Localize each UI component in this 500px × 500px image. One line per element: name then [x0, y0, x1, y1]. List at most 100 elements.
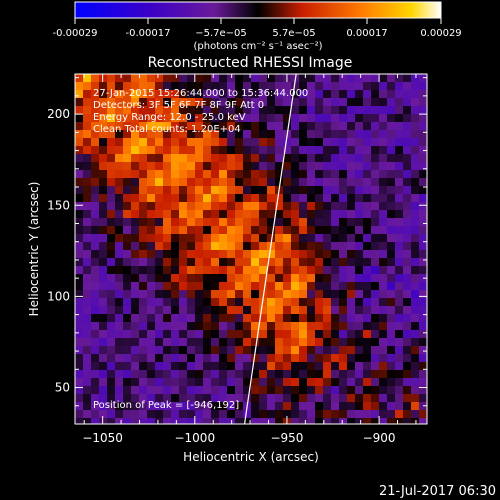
heatmap-cell	[387, 234, 396, 243]
heatmap-cell	[331, 122, 340, 131]
heatmap-cell	[139, 226, 148, 235]
heatmap-cell	[403, 370, 412, 379]
heatmap-cell	[403, 114, 412, 123]
heatmap-cell	[299, 122, 308, 131]
heatmap-cell	[387, 170, 396, 179]
heatmap-cell	[91, 290, 100, 299]
heatmap-cell	[131, 346, 140, 355]
heatmap-cell	[387, 250, 396, 259]
heatmap-cell	[251, 170, 260, 179]
heatmap-cell	[387, 290, 396, 299]
heatmap-cell	[267, 378, 276, 387]
heatmap-cell	[395, 338, 404, 347]
heatmap-cell	[379, 130, 388, 139]
heatmap-cell	[307, 298, 316, 307]
heatmap-cell	[395, 370, 404, 379]
heatmap-cell	[171, 258, 180, 267]
heatmap-cell	[363, 242, 372, 251]
heatmap-cell	[219, 210, 228, 219]
heatmap-cell	[339, 154, 348, 163]
heatmap-cell	[283, 106, 292, 115]
heatmap-cell	[251, 202, 260, 211]
heatmap-cell	[291, 106, 300, 115]
heatmap-cell	[283, 346, 292, 355]
heatmap-cell	[91, 138, 100, 147]
heatmap-cell	[363, 194, 372, 203]
heatmap-cell	[211, 394, 220, 403]
heatmap-cell	[147, 402, 156, 411]
heatmap-cell	[355, 394, 364, 403]
heatmap-cell	[83, 410, 92, 419]
heatmap-cell	[347, 90, 356, 99]
heatmap-cell	[195, 178, 204, 187]
heatmap-cell	[363, 210, 372, 219]
heatmap-cell	[115, 90, 124, 99]
heatmap-cell	[259, 82, 268, 91]
heatmap-cell	[315, 386, 324, 395]
heatmap-cell	[267, 418, 276, 424]
heatmap-cell	[195, 290, 204, 299]
heatmap-cell	[139, 258, 148, 267]
heatmap-cell	[155, 378, 164, 387]
heatmap-cell	[219, 282, 228, 291]
heatmap-cell	[403, 138, 412, 147]
annotation-energy: Energy Range: 12.0 - 25.0 keV	[93, 112, 246, 123]
heatmap-cell	[179, 210, 188, 219]
heatmap-cell	[219, 82, 228, 91]
heatmap-cell	[235, 322, 244, 331]
heatmap-cell	[171, 130, 180, 139]
heatmap-cell	[355, 106, 364, 115]
heatmap-cell	[339, 394, 348, 403]
heatmap-cell	[371, 346, 380, 355]
heatmap-cell	[347, 250, 356, 259]
heatmap-cell	[387, 122, 396, 131]
heatmap-cell	[251, 154, 260, 163]
heatmap-cell	[323, 322, 332, 331]
heatmap-cell	[91, 298, 100, 307]
heatmap-cell	[331, 306, 340, 315]
heatmap-cell	[403, 266, 412, 275]
heatmap-cell	[275, 98, 284, 107]
heatmap-cell	[419, 386, 427, 395]
heatmap-cell	[75, 258, 84, 267]
heatmap-cell	[419, 178, 427, 187]
heatmap-cell	[179, 354, 188, 363]
heatmap-cell	[83, 122, 92, 131]
heatmap-cell	[259, 106, 268, 115]
heatmap-cell	[235, 314, 244, 323]
heatmap-cell	[355, 354, 364, 363]
heatmap-cell	[243, 218, 252, 227]
heatmap-cell	[211, 266, 220, 275]
heatmap-cell	[387, 98, 396, 107]
heatmap-cell	[219, 274, 228, 283]
heatmap-cell	[251, 410, 260, 419]
heatmap-cell	[363, 306, 372, 315]
heatmap-cell	[139, 242, 148, 251]
heatmap-cell	[139, 218, 148, 227]
heatmap-cell	[123, 402, 132, 411]
heatmap-cell	[315, 418, 324, 424]
heatmap-cell	[283, 330, 292, 339]
heatmap-cell	[235, 234, 244, 243]
heatmap-cell	[203, 266, 212, 275]
heatmap-cell	[147, 178, 156, 187]
heatmap-cell	[219, 146, 228, 155]
heatmap-cell	[355, 378, 364, 387]
heatmap-cell	[219, 114, 228, 123]
heatmap-cell	[299, 170, 308, 179]
heatmap-cell	[267, 394, 276, 403]
heatmap-cell	[227, 314, 236, 323]
heatmap-cell	[291, 90, 300, 99]
heatmap-cell	[275, 298, 284, 307]
heatmap-cell	[187, 402, 196, 411]
heatmap-cell	[107, 266, 116, 275]
heatmap-cell	[251, 418, 260, 424]
heatmap-cell	[147, 226, 156, 235]
heatmap-cell	[131, 242, 140, 251]
heatmap-cell	[307, 258, 316, 267]
heatmap-cell	[259, 170, 268, 179]
heatmap-cell	[99, 394, 108, 403]
heatmap-cell	[315, 298, 324, 307]
heatmap-cell	[139, 330, 148, 339]
heatmap-cell	[235, 266, 244, 275]
